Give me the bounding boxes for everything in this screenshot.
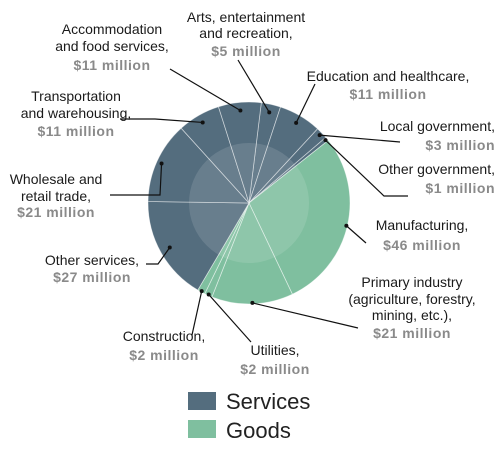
leader-line-primary-industry-agriculture-forestry-mining-etc [252, 302, 359, 329]
leader-dot-primary-industry-agriculture-forestry-mining-etc [250, 300, 255, 305]
slice-value-manufacturing: $46 million [383, 237, 461, 253]
slice-label-wholesale-and-retail-trade: Wholesale and retail trade, [10, 171, 103, 204]
pie-slice-other-services [147, 201, 250, 291]
pie-inner-highlight [189, 143, 309, 263]
leader-line-utilities [208, 294, 252, 343]
slice-label-primary-industry-agriculture-forestry-mining-etc: Primary industry (agriculture, forestry, m… [348, 274, 475, 323]
slice-value-transportation-and-warehousing: $11 million [37, 123, 114, 139]
leader-line-other-services [146, 247, 171, 265]
slice-value-accommodation-and-food-services: $11 million [73, 57, 150, 73]
slice-label-transportation-and-warehousing: Transportation and warehousing, [21, 88, 132, 121]
slice-value-education-and-healthcare: $11 million [349, 86, 426, 102]
slice-value-primary-industry-agriculture-forestry-mining-etc: $21 million [373, 325, 451, 341]
leader-line-education-and-healthcare [295, 83, 316, 124]
leader-line-local-government [319, 134, 401, 143]
pie-slices [147, 101, 351, 305]
slice-label-arts-entertainment-and-recreation: Arts, entertainment and recreation, [187, 9, 305, 41]
slice-label-accommodation-and-food-services: Accommodation and food services, [55, 21, 169, 54]
leader-dot-wholesale-and-retail-trade [159, 161, 164, 166]
leader-dot-transportation-and-warehousing [200, 120, 205, 125]
leader-dot-other-government [323, 138, 328, 143]
slice-value-other-government: $1 million [425, 180, 495, 196]
slice-value-local-government: $3 million [425, 137, 495, 153]
leader-line-other-government [325, 139, 408, 197]
slice-value-arts-entertainment-and-recreation: $5 million [211, 43, 281, 59]
leader-lines [110, 59, 408, 343]
pie-slice-accommodation-and-food-services [217, 101, 262, 204]
slice-value-other-services: $27 million [53, 269, 131, 285]
slice-value-construction: $2 million [129, 347, 199, 363]
leader-dot-local-government [317, 133, 322, 138]
slice-label-utilities: Utilities, [250, 342, 299, 358]
leader-line-manufacturing [345, 225, 367, 244]
leader-line-wholesale-and-retail-trade [110, 163, 163, 196]
legend: Services Goods [188, 389, 310, 443]
leader-dot-accommodation-and-food-services [238, 108, 243, 113]
leader-dot-utilities [206, 292, 211, 297]
legend-swatch-services [188, 392, 216, 410]
slice-value-wholesale-and-retail-trade: $21 million [17, 204, 95, 220]
slice-value-utilities: $2 million [240, 361, 310, 377]
slice-label-local-government: Local government, [380, 118, 495, 134]
leader-dot-other-services [167, 245, 172, 250]
legend-swatch-goods [188, 420, 216, 438]
legend-label-goods: Goods [226, 418, 291, 443]
pie-slice-wholesale-and-retail-trade [147, 127, 250, 204]
leader-line-transportation-and-warehousing [120, 118, 203, 124]
slice-label-education-and-healthcare: Education and healthcare, [307, 68, 470, 84]
slice-labels: Arts, entertainment and recreation, $5 mil… [10, 9, 495, 377]
leader-dot-arts-entertainment-and-recreation [267, 110, 272, 115]
legend-label-services: Services [226, 389, 310, 414]
slice-label-other-services: Other services, [45, 252, 139, 268]
leader-dot-construction [199, 289, 204, 294]
slice-label-construction: Construction, [123, 328, 205, 344]
leader-line-construction [191, 290, 203, 336]
slice-label-manufacturing: Manufacturing, [376, 217, 469, 233]
leader-line-arts-entertainment-and-recreation [237, 59, 270, 113]
leader-line-accommodation-and-food-services [169, 68, 241, 111]
leader-dot-manufacturing [344, 223, 349, 228]
leader-dot-education-and-healthcare [294, 120, 299, 125]
slice-label-other-government: Other government, [378, 161, 495, 177]
